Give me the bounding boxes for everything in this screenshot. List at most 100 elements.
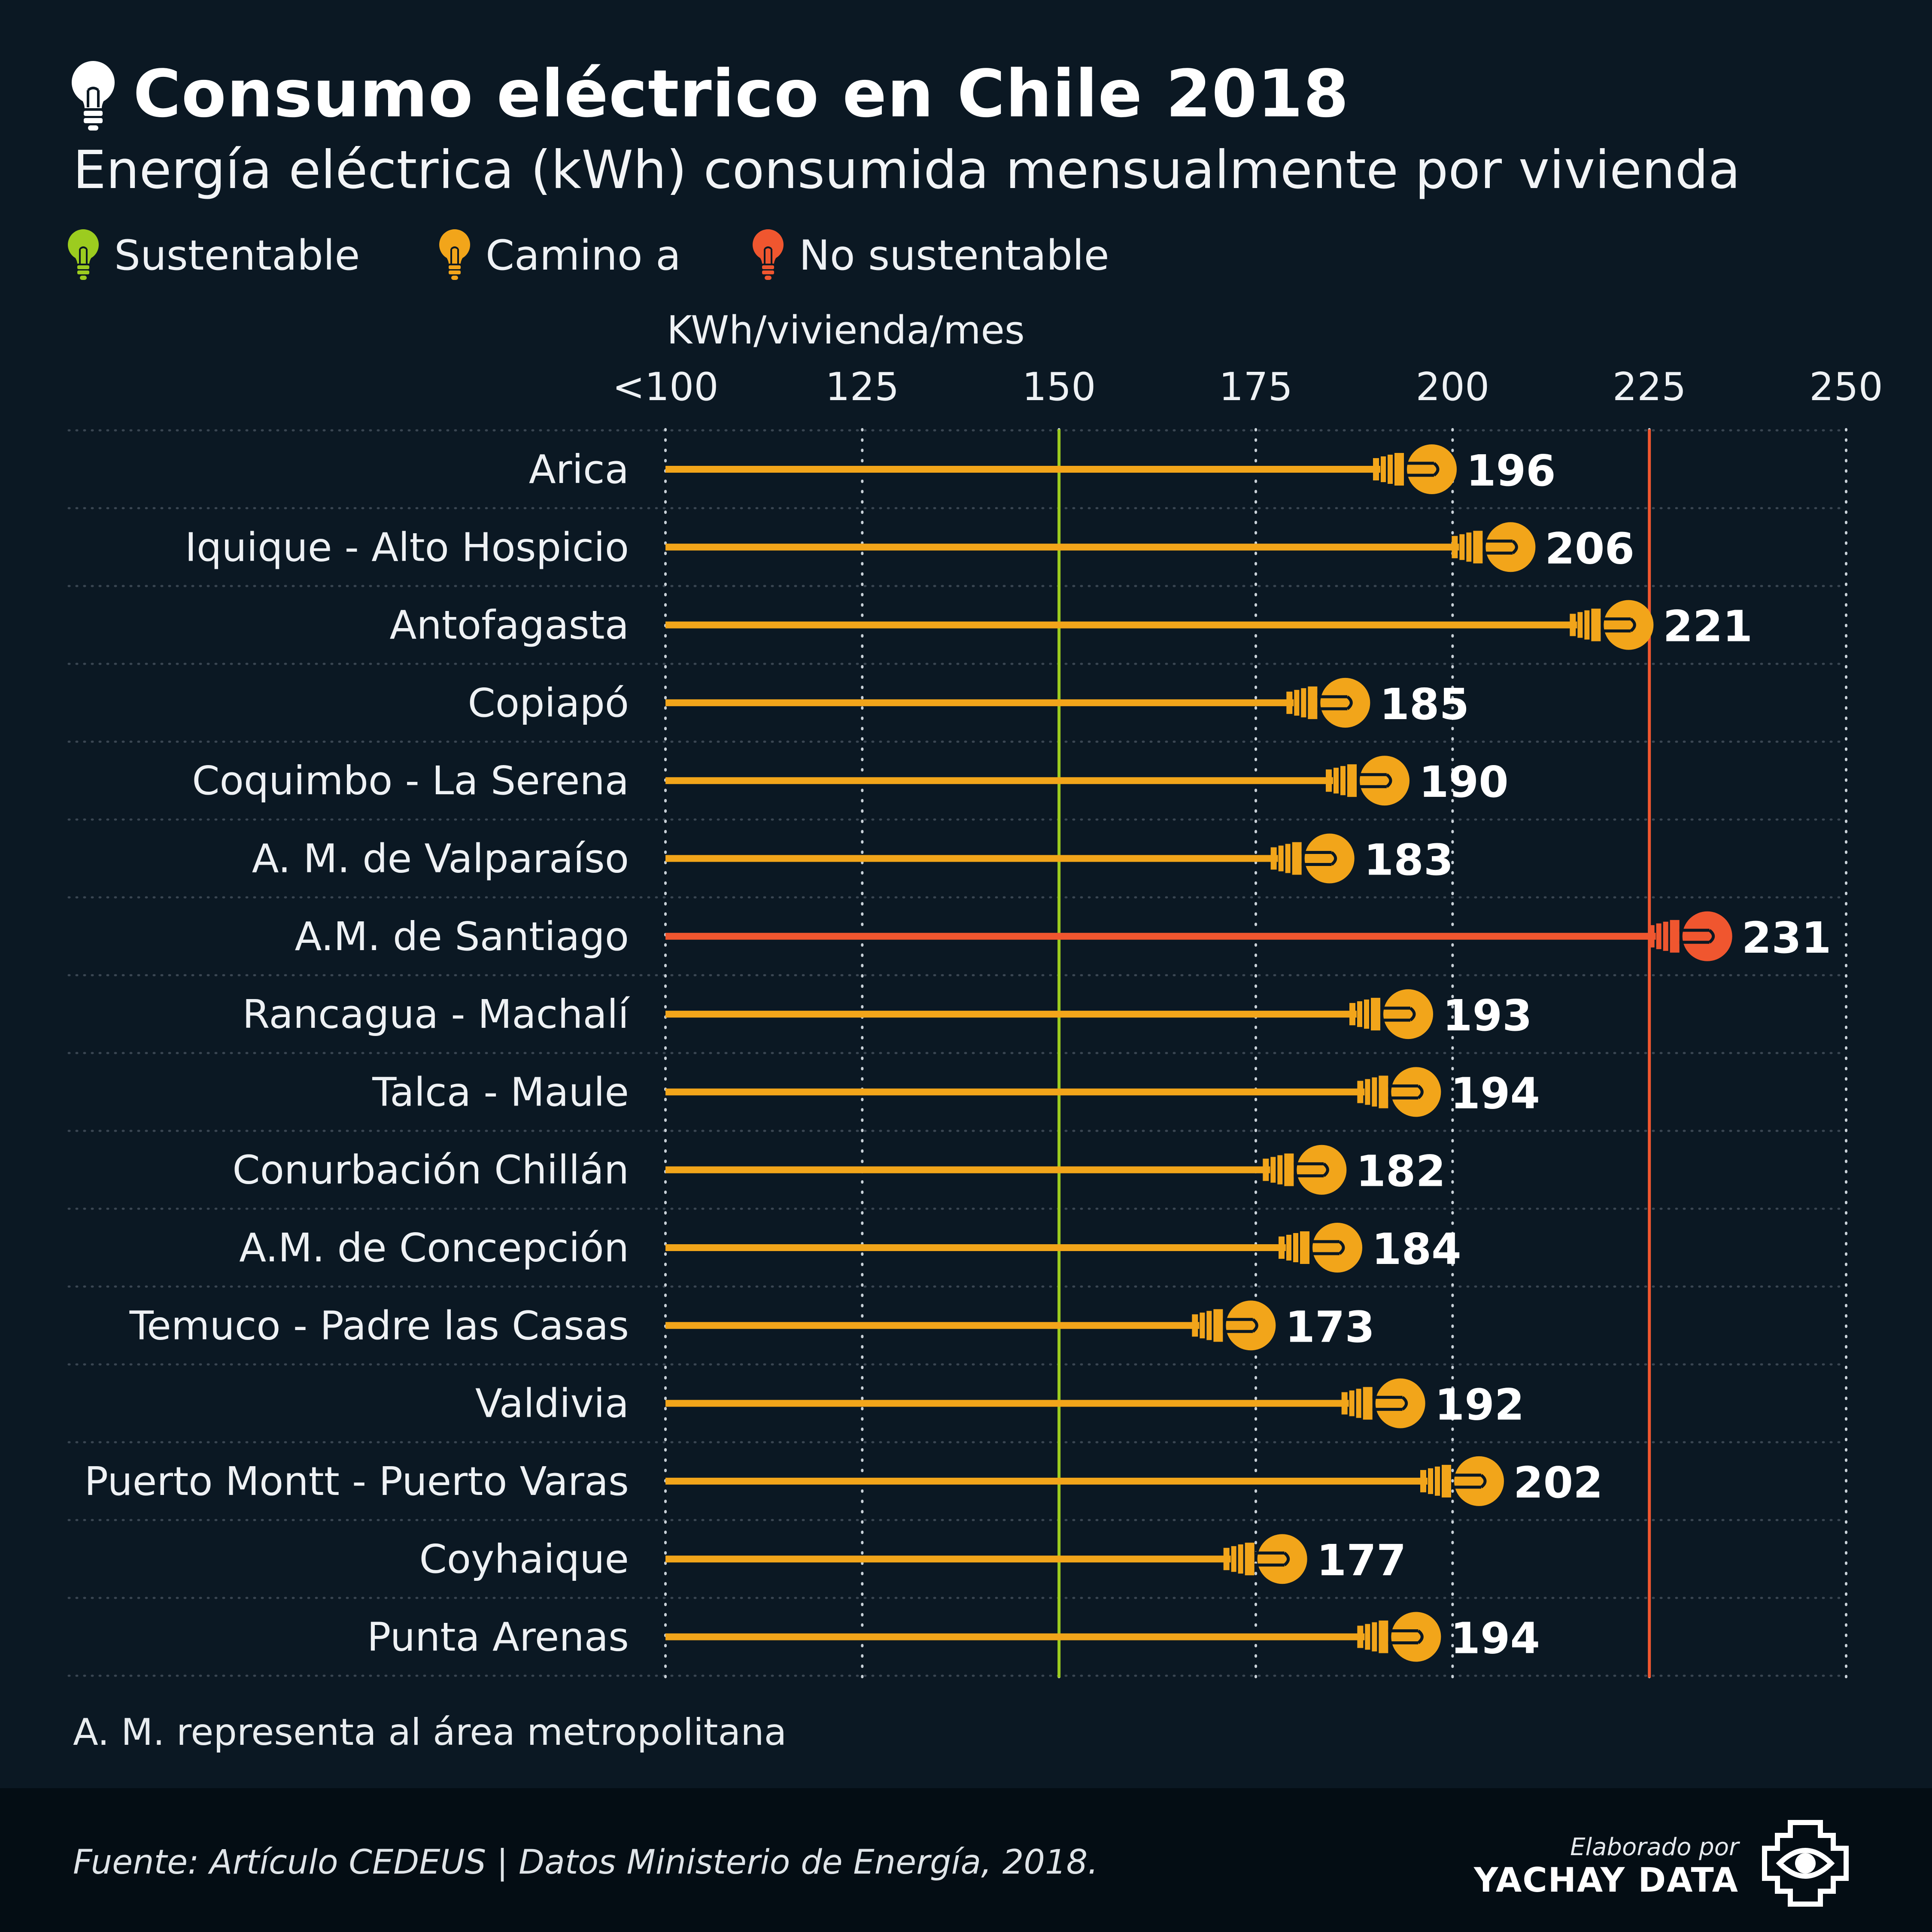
legend-item-sustentable: Sustentable	[64, 228, 360, 283]
lightbulb-icon	[1320, 677, 1370, 728]
category-label: Rancagua - Machalí	[243, 991, 630, 1037]
bulb-filament	[1372, 1396, 1408, 1411]
bulb-base	[1473, 531, 1483, 564]
category-label: A.M. de Santiago	[295, 914, 629, 960]
category-label: Antofagasta	[389, 602, 629, 648]
value-label: 190	[1419, 757, 1509, 807]
category-label: Arica	[529, 447, 629, 492]
chart-subtitle: Energía eléctrica (kWh) consumida mensua…	[73, 140, 1741, 200]
bulb-base	[1379, 1620, 1388, 1653]
value-label: 206	[1545, 523, 1634, 574]
bulb-base	[1577, 612, 1583, 638]
chart-canvas: KWh/vivienda/mes <100 125 150 175 200 225 250 Ar…	[67, 308, 1883, 1679]
category-label: A. M. de Valparaíso	[252, 836, 629, 882]
value-label: 177	[1317, 1535, 1406, 1586]
bulb-base	[1192, 1314, 1198, 1337]
lightbulb-icon	[1604, 600, 1654, 650]
credit-brand: YACHAY DATA	[1473, 1861, 1739, 1900]
lightbulb-icon	[1407, 444, 1457, 494]
bulb-base	[1286, 691, 1293, 714]
legend-item-no-sustentable: No sustentable	[749, 228, 1109, 283]
x-tick-label: 225	[1613, 365, 1686, 410]
bulb-filament	[1254, 1551, 1290, 1567]
legend-label: No sustentable	[799, 231, 1109, 279]
legend-label: Sustentable	[114, 231, 360, 279]
bulb-base	[1270, 847, 1277, 870]
bulb-base	[1365, 1624, 1370, 1650]
chart-title: Consumo eléctrico en Chile 2018	[133, 56, 1349, 132]
footer: Fuente: Artículo CEDEUS | Datos Minister…	[0, 1788, 1932, 1932]
bulb-base	[1213, 1309, 1223, 1342]
value-label: 196	[1466, 446, 1556, 496]
lightbulb-icon	[1257, 1534, 1307, 1584]
bulb-base	[1341, 1392, 1348, 1415]
bulb-filament	[1601, 617, 1636, 633]
lightbulb-icon	[1454, 1456, 1504, 1506]
bulb-base	[1381, 456, 1386, 482]
bulb-base	[1356, 1388, 1361, 1418]
bulb-base	[1459, 534, 1465, 560]
bulb-base	[1300, 1231, 1309, 1264]
bulb-filament	[1357, 773, 1392, 788]
bulb-base	[1394, 453, 1404, 486]
bulb-base	[1363, 1387, 1373, 1420]
bulb-base	[1357, 1081, 1364, 1103]
bulb-base	[1223, 1548, 1230, 1571]
category-label: Iquique - Alto Hospicio	[185, 524, 629, 570]
bulb-filament	[1309, 1240, 1345, 1255]
bulb-filament	[1388, 1084, 1424, 1100]
category-label: Puerto Montt - Puerto Varas	[84, 1458, 629, 1504]
value-label: 182	[1356, 1146, 1446, 1197]
lollipop-chart: KWh/vivienda/mes <100 125 150 175 200 225 250 Ar…	[0, 301, 1932, 1692]
value-label: 221	[1663, 601, 1753, 652]
bulb-base	[1334, 768, 1339, 794]
category-label: Punta Arenas	[367, 1614, 629, 1660]
bulb-filament	[1388, 1629, 1424, 1644]
lightbulb-icon	[1375, 1378, 1425, 1428]
credit-prefix: Elaborado por	[1570, 1833, 1739, 1861]
category-label: Valdivia	[475, 1381, 629, 1427]
x-tick-label: 150	[1022, 365, 1096, 410]
bulb-filament	[1679, 929, 1715, 944]
bulb-base	[1372, 1077, 1377, 1107]
category-label: A.M. de Concepción	[239, 1225, 629, 1271]
category-label: Temuco - Padre las Casas	[129, 1303, 629, 1349]
bulb-base	[1388, 455, 1393, 484]
bulb-base	[1364, 999, 1369, 1029]
bulb-base	[1670, 920, 1680, 953]
x-tick-label: 175	[1219, 365, 1293, 410]
bulb-base	[1349, 1390, 1355, 1416]
bulb-base	[1238, 1544, 1243, 1574]
lightbulb-icon	[1391, 1612, 1441, 1662]
category-label: Conurbación Chillán	[232, 1147, 629, 1193]
bulb-base	[1435, 1466, 1440, 1496]
lightbulb-icon	[753, 229, 784, 280]
bulb-filament	[1301, 851, 1337, 866]
bulb-base	[1442, 1464, 1451, 1498]
bulb-base	[1200, 1312, 1205, 1339]
bulb-base	[1285, 844, 1291, 873]
bulb-base	[1379, 1075, 1388, 1109]
bulb-base	[1278, 845, 1284, 872]
header: Consumo eléctrico en Chile 2018 Energía …	[0, 0, 1932, 301]
value-label: 193	[1443, 990, 1532, 1041]
lightbulb-icon	[1682, 911, 1732, 961]
lightbulb-icon	[1383, 989, 1433, 1039]
lightbulb-icon	[68, 229, 99, 280]
bulb-filament	[1317, 695, 1353, 711]
value-label: 194	[1450, 1613, 1540, 1664]
lightbulb-icon	[72, 61, 115, 131]
legend-label: Camino a	[486, 231, 681, 279]
bulb-base	[1663, 921, 1668, 951]
x-tick-label: <100	[612, 365, 718, 410]
bulb-filament	[1223, 1318, 1258, 1333]
x-tick-label: 125	[825, 365, 899, 410]
bulb-base	[1365, 1079, 1370, 1105]
bulb-base	[1347, 764, 1357, 797]
value-label: 202	[1513, 1458, 1603, 1508]
bulb-base	[1357, 1625, 1364, 1648]
bulb-base	[1206, 1311, 1212, 1340]
lightbulb-icon	[439, 229, 470, 280]
bulb-base	[1293, 1233, 1298, 1262]
lightbulb-icon	[1297, 1145, 1347, 1195]
